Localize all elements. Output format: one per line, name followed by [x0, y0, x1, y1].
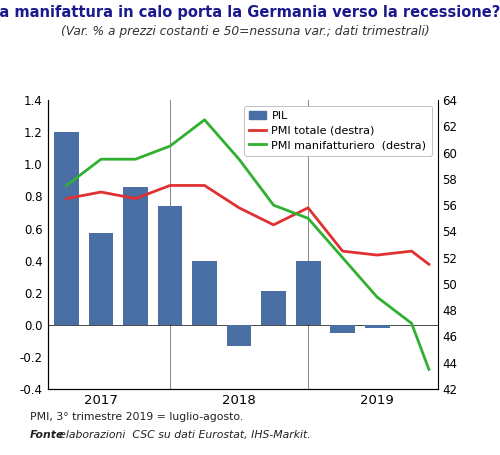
Text: PMI, 3° trimestre 2019 = luglio-agosto.: PMI, 3° trimestre 2019 = luglio-agosto. [30, 412, 243, 422]
Bar [88, 233, 114, 325]
Bar [364, 325, 390, 328]
Text: (Var. % a prezzi costanti e 50=nessuna var.; dati trimestrali): (Var. % a prezzi costanti e 50=nessuna v… [60, 25, 430, 38]
Bar [54, 132, 79, 325]
Bar [296, 261, 320, 325]
Bar [192, 261, 217, 325]
Bar [158, 206, 182, 325]
Bar [226, 325, 252, 346]
Bar [330, 325, 355, 333]
Legend: PIL, PMI totale (destra), PMI manifatturiero  (destra): PIL, PMI totale (destra), PMI manifattur… [244, 106, 432, 156]
Text: : elaborazioni  CSC su dati Eurostat, IHS-Markit.: : elaborazioni CSC su dati Eurostat, IHS… [52, 430, 310, 440]
Bar [261, 291, 286, 325]
Text: La manifattura in calo porta la Germania verso la recessione?: La manifattura in calo porta la Germania… [0, 5, 500, 20]
Bar [123, 187, 148, 325]
Text: Fonte: Fonte [30, 430, 64, 440]
